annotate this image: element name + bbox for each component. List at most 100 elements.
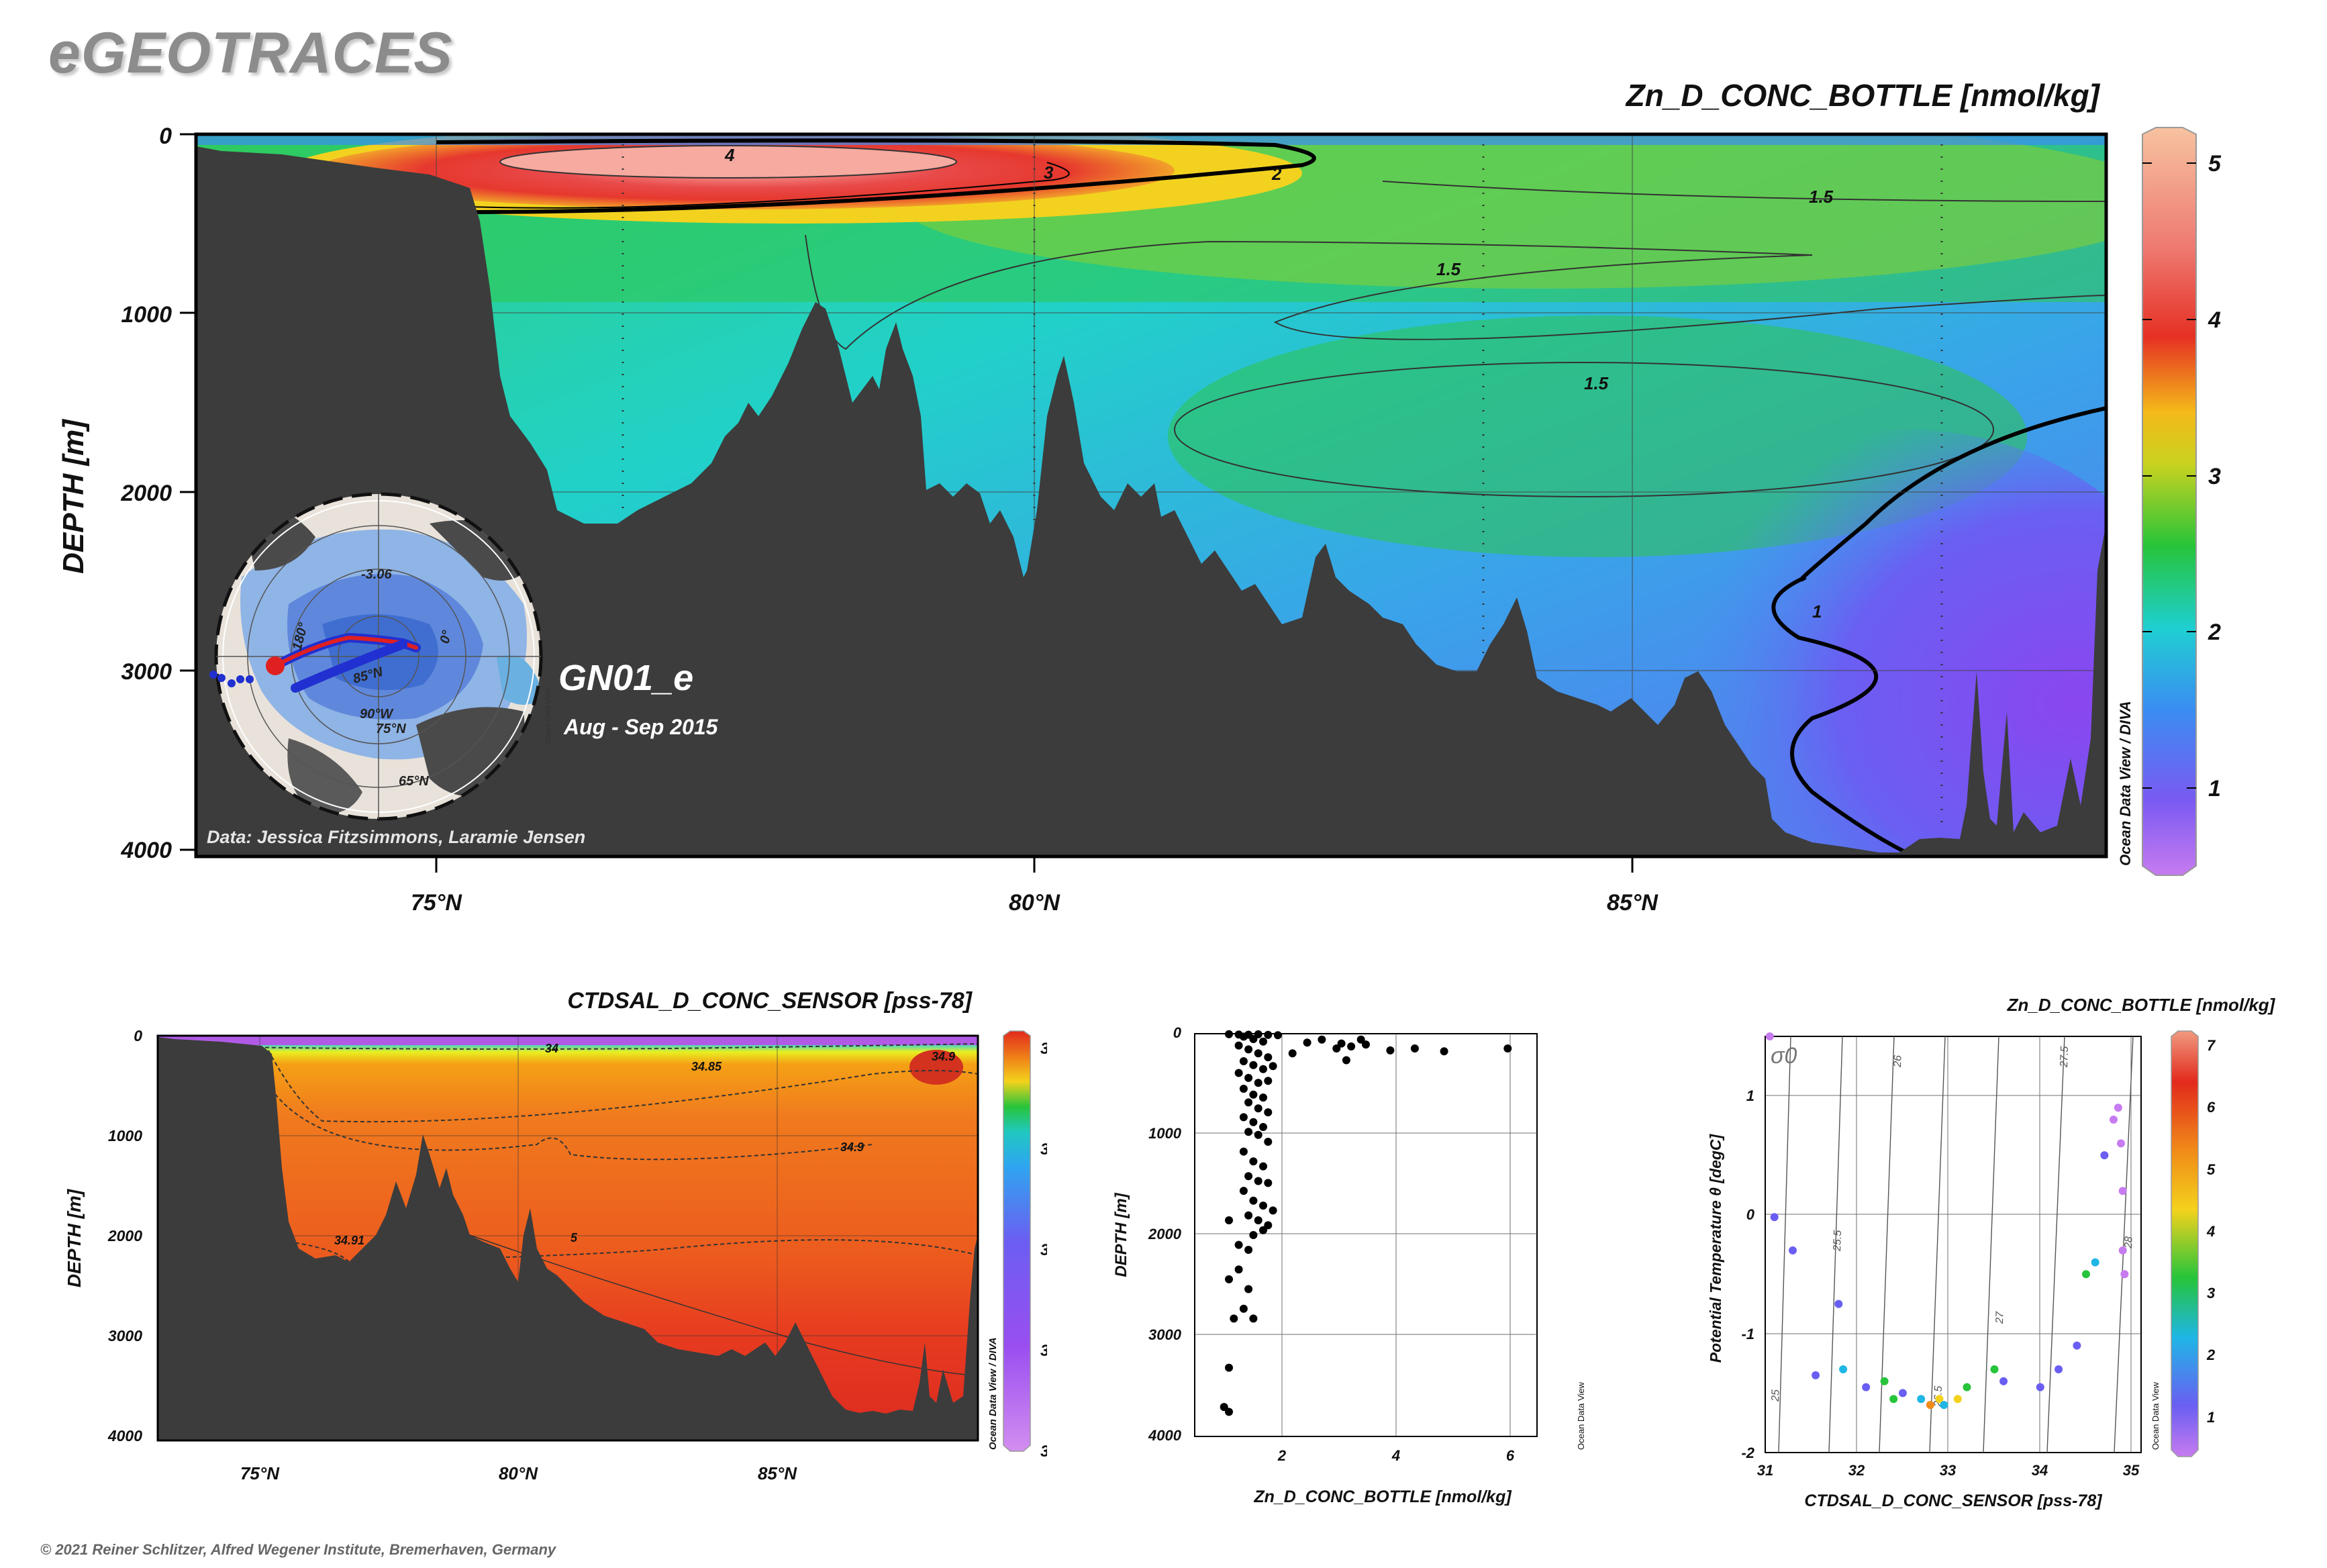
profile-point [1234,1240,1243,1249]
y-tick-label: 4000 [1148,1427,1182,1444]
inset-label: -3.06 [361,567,392,582]
ts-point [1926,1401,1934,1410]
cruise-label: GN01_e [558,658,693,698]
zn-section-chart: Zn_D_CONC_BOTTLE [nmol/kg] [57,78,2222,916]
ts-points [1765,1032,2129,1410]
colorbar-tick: 35 [1040,1040,1047,1058]
profile-point [1249,1118,1258,1126]
profile-point [1225,1363,1233,1372]
inset-label: 75°N [376,722,406,736]
ts-point [2073,1341,2081,1350]
ts-point [1990,1365,1999,1373]
colorbar-tick: 34 [1040,1140,1047,1159]
contour-label: 2 [1271,164,1282,184]
y-tick-label: -2 [1741,1444,1754,1461]
bathymetry [196,146,2106,856]
ts-point [2118,1246,2127,1255]
profile-point [1254,1079,1262,1087]
profile-point [1264,1138,1273,1146]
ts-point [1880,1377,1889,1385]
profile-point [1254,1216,1262,1224]
contour-label: 3 [1044,162,1054,183]
ts-point [1898,1389,1907,1398]
profile-point [1244,1211,1253,1220]
profile-point [1254,1049,1262,1058]
profile-point [1347,1042,1356,1050]
ts-point [1770,1213,1779,1222]
y-tick-label: 1000 [108,1127,142,1144]
isopycnal-label: 26 [1892,1055,1904,1068]
profile-point [1259,1226,1267,1234]
x-tick-label: 35 [2123,1462,2140,1479]
ts-point [1889,1395,1898,1404]
x-tick-label: 80°N [499,1463,538,1483]
ts-point [2117,1139,2125,1148]
colorbar-tick: 3 [2208,464,2221,489]
sal-contour-label: 34.9 [932,1050,955,1063]
ts-point [2118,1187,2127,1195]
colorbar-tick: 6 [2207,1099,2216,1116]
y-tick-label: 2000 [120,481,172,506]
sal-contour-label: 34.91 [334,1234,364,1247]
inset-map: 180° 0° 85°N 90°W 75°N 65°N -3.06 Ocean … [209,492,552,821]
y-axis-label: DEPTH [m] [1112,1192,1130,1277]
profile-point [1264,1108,1273,1117]
isopycnal-label: 25 [1770,1389,1782,1402]
profile-point [1440,1047,1448,1056]
ts-point [1963,1383,1971,1391]
profile-point [1244,1045,1253,1054]
y-tick-label: 1000 [121,302,172,328]
profile-point [1234,1041,1243,1050]
colorbar-tick: 32 [1040,1342,1047,1360]
y-tick-label: 1000 [1148,1125,1182,1142]
profile-watermark: Ocean Data View [1576,1381,1586,1450]
x-tick-label: 85°N [1607,890,1658,916]
ts-point [1839,1365,1848,1373]
isopycnal-label: 27.5 [2059,1046,2071,1068]
x-axis-label: Zn_D_CONC_BOTTLE [nmol/kg] [1253,1487,1512,1506]
profile-point [1254,1104,1262,1113]
profile-point [1244,1128,1253,1136]
ts-point [1834,1300,1843,1308]
y-tick-label: 0 [159,124,172,149]
profile-point [1362,1040,1370,1049]
sal-watermark: Ocean Data View / DIVA [987,1337,999,1450]
ts-point [2120,1270,2129,1279]
colorbar-tick: 3 [2207,1285,2215,1302]
colorbar-tick: 5 [2207,1161,2216,1178]
profile-point [1259,1037,1267,1046]
colorbar-tick: 33 [1040,1241,1047,1259]
profile-point [1239,1187,1248,1195]
ts-point [1917,1395,1926,1404]
x-tick-label: 34 [2032,1462,2048,1479]
x-tick-label: 85°N [758,1463,797,1483]
profile-point [1249,1196,1258,1205]
profile-point [1249,1035,1258,1043]
profile-point [1332,1044,1341,1052]
profile-point [1239,1113,1248,1122]
profile-point [1264,1077,1273,1085]
sal-contour-label: 34 [545,1042,558,1055]
colorbar-tick: 2 [2208,620,2221,645]
y-axis-label: Potential Temperature θ [degC] [1707,1133,1724,1363]
ts-point [1862,1383,1871,1391]
profile-point [1264,1221,1273,1230]
profile-point [1318,1035,1326,1044]
profile-point [1503,1044,1512,1052]
sal-chart-title: CTDSAL_D_CONC_SENSOR [pss-78] [567,988,973,1014]
x-tick-label: 75°N [411,890,462,916]
isopycnal-label: 27 [1994,1311,2006,1324]
inset-label: 90°W [360,707,394,722]
ts-point [2054,1365,2063,1373]
profile-point [1230,1314,1238,1323]
profile-point [1234,1069,1243,1077]
colorbar-tick: 7 [2207,1037,2216,1054]
profile-point [1244,1285,1253,1293]
profile-point [1337,1039,1346,1048]
profile-point [1244,1246,1253,1254]
colorbar-tick: 31 [1040,1442,1047,1461]
profile-point [1386,1046,1395,1055]
colorbar-tick: 5 [2208,151,2222,177]
x-tick-label: 31 [1757,1462,1773,1479]
profile-point [1273,1031,1282,1040]
